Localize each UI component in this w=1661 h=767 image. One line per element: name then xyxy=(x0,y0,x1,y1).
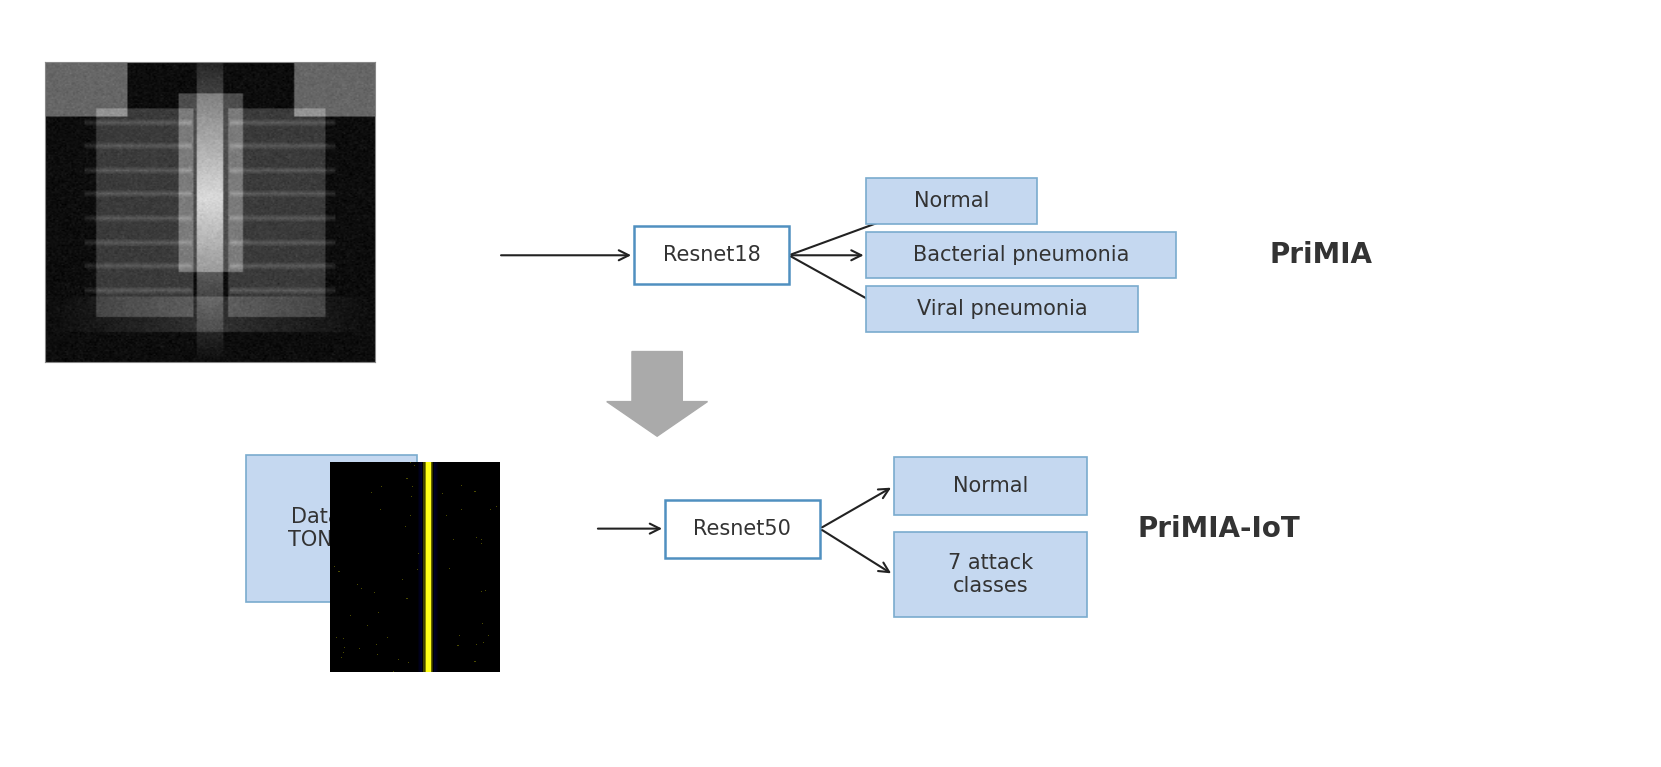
Text: Resnet50: Resnet50 xyxy=(693,518,791,538)
FancyBboxPatch shape xyxy=(894,532,1088,617)
Text: Bacterial pneumonia: Bacterial pneumonia xyxy=(914,245,1129,265)
Text: Normal: Normal xyxy=(953,476,1028,496)
Text: Viral pneumonia: Viral pneumonia xyxy=(917,299,1088,319)
FancyBboxPatch shape xyxy=(894,457,1088,515)
Text: Resnet18: Resnet18 xyxy=(663,245,761,265)
FancyBboxPatch shape xyxy=(664,500,821,558)
FancyBboxPatch shape xyxy=(635,226,789,284)
Text: Normal: Normal xyxy=(914,192,990,212)
Text: PriMIA: PriMIA xyxy=(1269,242,1372,269)
Text: Dataset
TON_IoT: Dataset TON_IoT xyxy=(289,506,375,551)
FancyBboxPatch shape xyxy=(867,178,1036,225)
FancyBboxPatch shape xyxy=(867,232,1176,278)
FancyArrow shape xyxy=(606,351,708,436)
FancyBboxPatch shape xyxy=(867,286,1138,332)
Text: PriMIA-IoT: PriMIA-IoT xyxy=(1138,515,1301,542)
Text: 7 attack
classes: 7 attack classes xyxy=(948,553,1033,597)
FancyBboxPatch shape xyxy=(246,456,417,602)
